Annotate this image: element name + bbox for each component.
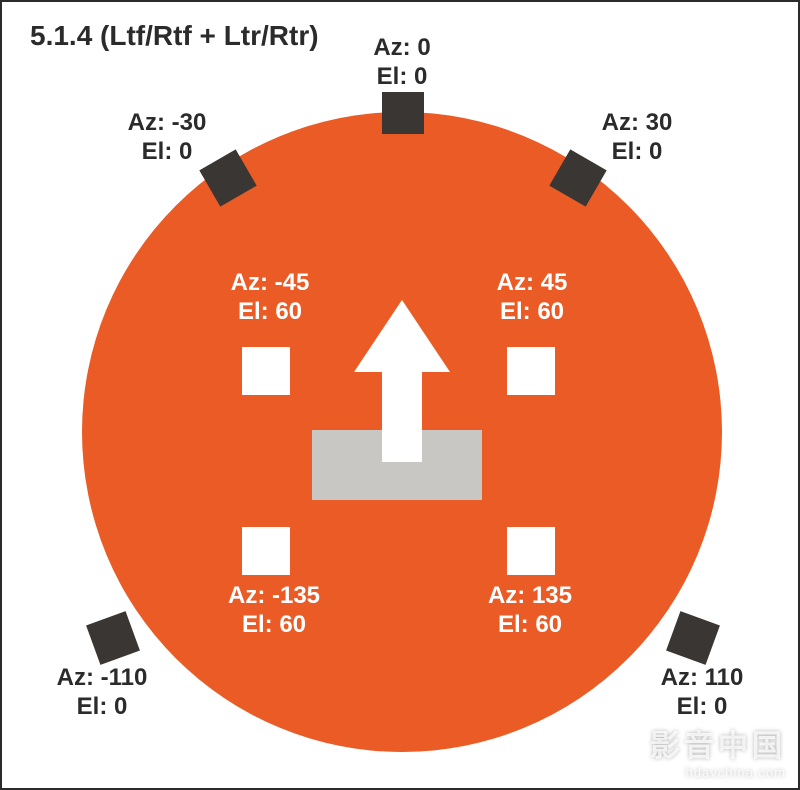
label-fl-az: Az: -30 xyxy=(128,109,207,136)
label-tfl-az: Az: -45 xyxy=(231,269,310,296)
label-trl-az: Az: -135 xyxy=(228,582,320,609)
label-sr-el: El: 0 xyxy=(677,693,728,720)
label-tfl-el: El: 60 xyxy=(238,298,302,325)
label-center: Az: 0El: 0 xyxy=(322,34,482,92)
diagram-title: 5.1.4 (Ltf/Rtf + Ltr/Rtr) xyxy=(30,20,319,52)
label-tfr-el: El: 60 xyxy=(500,298,564,325)
label-fl-el: El: 0 xyxy=(142,138,193,165)
label-center-el: El: 0 xyxy=(377,63,428,90)
label-front-left: Az: -30El: 0 xyxy=(87,109,247,167)
speaker-top-rear-right xyxy=(507,527,555,575)
label-surround-right: Az: 110El: 0 xyxy=(622,664,782,722)
label-top-front-right: Az: 45El: 60 xyxy=(452,269,612,327)
listener-arrow-head xyxy=(354,300,450,372)
speaker-top-front-right xyxy=(507,347,555,395)
label-top-rear-left: Az: -135El: 60 xyxy=(194,582,354,640)
watermark-cn: 影音中国 xyxy=(650,721,786,765)
listener-arrow-stem xyxy=(382,372,422,462)
label-sl-az: Az: -110 xyxy=(57,664,148,691)
diagram-container: 5.1.4 (Ltf/Rtf + Ltr/Rtr) Az: 0El: 0 Az:… xyxy=(0,0,800,790)
label-trl-el: El: 60 xyxy=(242,611,306,638)
speaker-top-rear-left xyxy=(242,527,290,575)
label-center-az: Az: 0 xyxy=(373,34,430,61)
speaker-surround-right xyxy=(666,611,720,665)
label-surround-left: Az: -110El: 0 xyxy=(22,664,182,722)
label-fr-el: El: 0 xyxy=(612,138,663,165)
label-top-front-left: Az: -45El: 60 xyxy=(190,269,350,327)
label-sr-az: Az: 110 xyxy=(661,664,744,691)
watermark-en: hdavchina.com xyxy=(650,765,786,780)
label-sl-el: El: 0 xyxy=(77,693,128,720)
speaker-top-front-left xyxy=(242,347,290,395)
label-front-right: Az: 30El: 0 xyxy=(557,109,717,167)
label-trr-az: Az: 135 xyxy=(488,582,572,609)
label-tfr-az: Az: 45 xyxy=(497,269,568,296)
label-trr-el: El: 60 xyxy=(498,611,562,638)
speaker-center xyxy=(382,92,424,134)
watermark: 影音中国 hdavchina.com xyxy=(650,721,786,780)
label-fr-az: Az: 30 xyxy=(602,109,673,136)
speaker-surround-left xyxy=(86,611,140,665)
label-top-rear-right: Az: 135El: 60 xyxy=(450,582,610,640)
